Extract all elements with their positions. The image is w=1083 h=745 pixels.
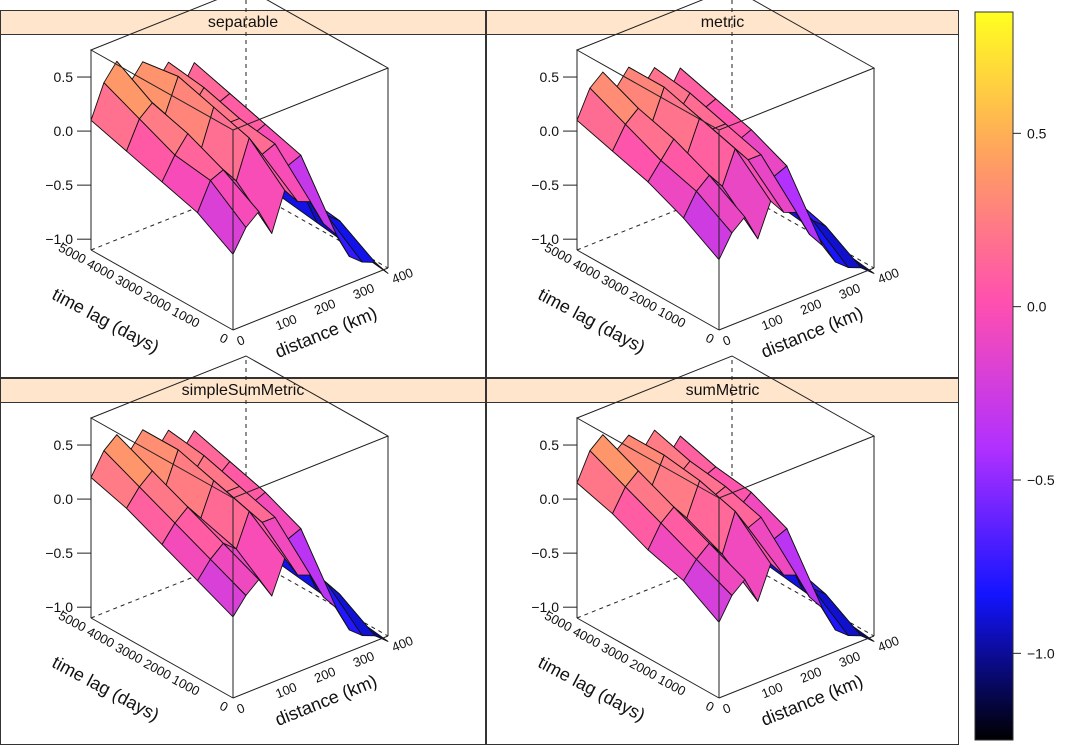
panel-2: metric0.50.0−0.5−1.050004000300020001000…	[486, 0, 959, 378]
surface-facet	[197, 558, 247, 618]
surface	[90, 60, 389, 274]
panel-strip	[486, 378, 959, 403]
colorbar-ramp	[974, 11, 1014, 741]
bounding-box-front	[89, 355, 390, 699]
z-tick-label: −0.5	[531, 177, 559, 193]
box-top	[89, 355, 390, 499]
z-tick-label: −0.5	[531, 545, 559, 561]
box-edge-front	[232, 267, 389, 331]
box-edge-front	[90, 617, 234, 699]
panels-group: separable0.50.0−0.5−1.050004000300020001…	[0, 0, 959, 745]
box-edge-front	[232, 635, 389, 699]
z-tick-label: 0.5	[54, 69, 74, 85]
z-tick-label: 0.5	[540, 437, 560, 453]
panel-title: metric	[701, 14, 745, 31]
panel-title: simpleSumMetric	[182, 382, 305, 399]
panel-1: separable0.50.0−0.5−1.050004000300020001…	[0, 0, 486, 378]
colorbar: 0.5 0.0 −0.5 −1.0	[974, 11, 1055, 741]
box-edge-front	[718, 635, 875, 699]
surface	[576, 66, 875, 274]
box-top	[575, 355, 876, 499]
surface-facet	[197, 180, 247, 255]
z-tick-label: 0.5	[54, 437, 74, 453]
z-tick-label: −0.5	[45, 545, 73, 561]
z-tick-label: 0.0	[54, 491, 74, 507]
panel-4: sumMetric0.50.0−0.5−1.050004000300020001…	[486, 355, 959, 745]
surface-facet	[683, 190, 733, 261]
surface	[576, 429, 875, 642]
colorbar-tick-label: 0.5	[1027, 125, 1047, 141]
z-tick-label: 0.5	[540, 69, 560, 85]
box-edge-front	[576, 249, 720, 331]
z-tick-label: 0.0	[540, 491, 560, 507]
surface-facet	[683, 558, 733, 623]
panel-title: sumMetric	[686, 382, 760, 399]
panel-title: separable	[208, 14, 278, 31]
panel-strip	[486, 10, 959, 35]
bounding-box-front	[575, 355, 876, 699]
colorbar-tick-label: 0.0	[1027, 299, 1047, 315]
box-top	[575, 0, 876, 131]
z-tick-label: −1.0	[45, 599, 73, 615]
panel-3: simpleSumMetric0.50.0−0.5−1.050004000300…	[0, 355, 486, 745]
bounding-box-front	[89, 0, 390, 331]
box-top	[89, 0, 390, 131]
z-tick-label: −1.0	[531, 231, 559, 247]
box-edge-front	[576, 617, 720, 699]
z-tick-label: −1.0	[45, 231, 73, 247]
panel-strip	[0, 378, 486, 403]
z-tick-label: −1.0	[531, 599, 559, 615]
box-edge-front	[90, 249, 234, 331]
colorbar-tick-label: −0.5	[1027, 472, 1055, 488]
bounding-box-front	[575, 0, 876, 331]
z-tick-label: 0.0	[540, 123, 560, 139]
z-tick-label: 0.0	[54, 123, 74, 139]
z-tick-label: −0.5	[45, 177, 73, 193]
box-edge-front	[718, 267, 875, 331]
colorbar-tick-label: −1.0	[1027, 645, 1055, 661]
panel-strip	[0, 10, 486, 35]
